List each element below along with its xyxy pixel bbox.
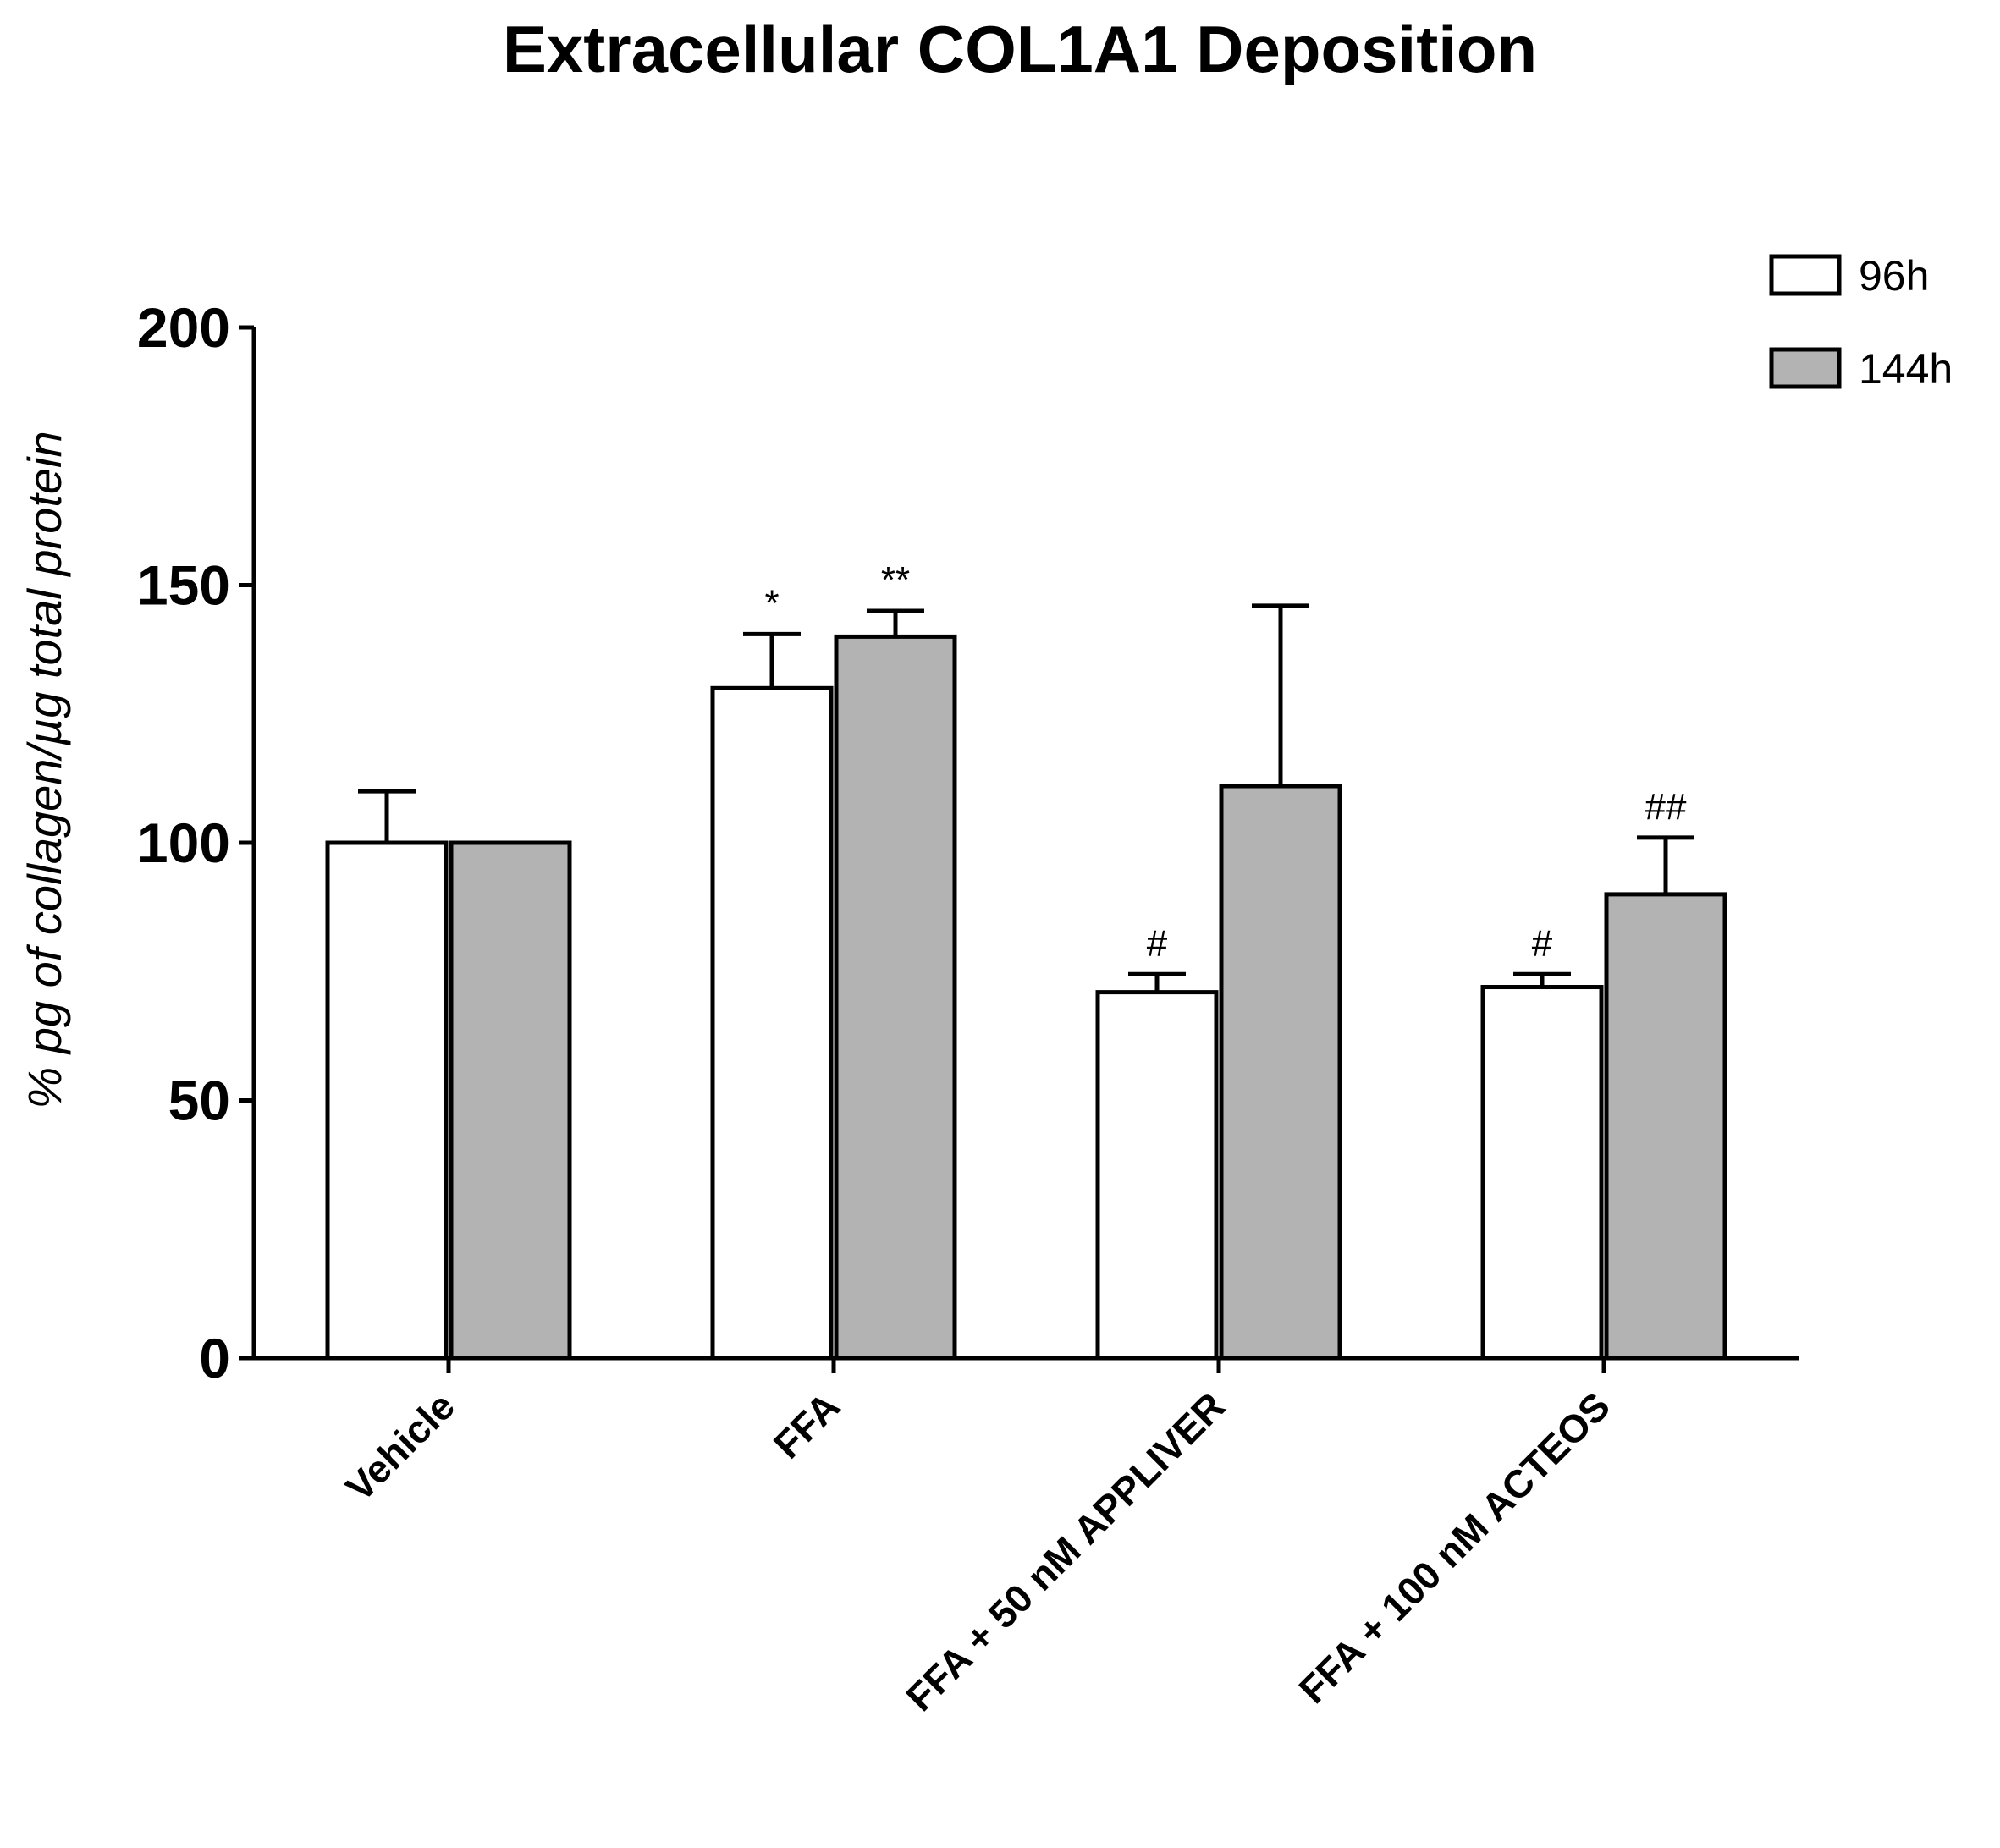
y-tick-label: 200 [137, 296, 230, 359]
plot-area: 0 50 100 150 200 Vehicle FFA FFA + 50 nM APPLIV… [137, 296, 1799, 1719]
legend-label-144h: 144h [1859, 345, 1953, 393]
y-tick-label: 150 [137, 554, 230, 617]
x-tick-label: Vehicle [337, 1383, 463, 1510]
bar-144h-1 [834, 634, 957, 1361]
significance-marker: # [1532, 922, 1553, 964]
significance-marker: ## [1645, 786, 1687, 828]
bar-96h-3 [1480, 985, 1604, 1361]
bar-96h-1 [710, 685, 834, 1361]
legend-swatch-96h [1769, 254, 1842, 296]
x-tick-label: FFA + 100 nM ACTEOS [1290, 1383, 1618, 1712]
significance-marker: # [1147, 922, 1168, 964]
bar-96h-2 [1095, 990, 1219, 1361]
bar-144h-0 [449, 840, 572, 1361]
y-tick-label: 50 [168, 1070, 230, 1132]
bar-96h-0 [325, 840, 449, 1361]
significance-marker: ** [881, 559, 910, 601]
significance-marker: * [764, 582, 779, 624]
legend-label-96h: 96h [1859, 252, 1929, 300]
chart-title: Extracellular COL1A1 Deposition [503, 12, 1537, 86]
y-axis-label: % pg of collagen/µg total protein [18, 431, 71, 1108]
x-tick-label: FFA + 50 nM APPLIVER [897, 1383, 1233, 1719]
legend: 96h 144h [1769, 252, 1953, 393]
bar-144h-3 [1604, 892, 1727, 1361]
y-tick-label: 0 [199, 1327, 230, 1389]
x-tick-label: FFA [765, 1383, 848, 1466]
legend-swatch-144h [1769, 347, 1842, 389]
y-tick-label: 100 [137, 811, 230, 874]
bar-144h-2 [1219, 784, 1342, 1361]
